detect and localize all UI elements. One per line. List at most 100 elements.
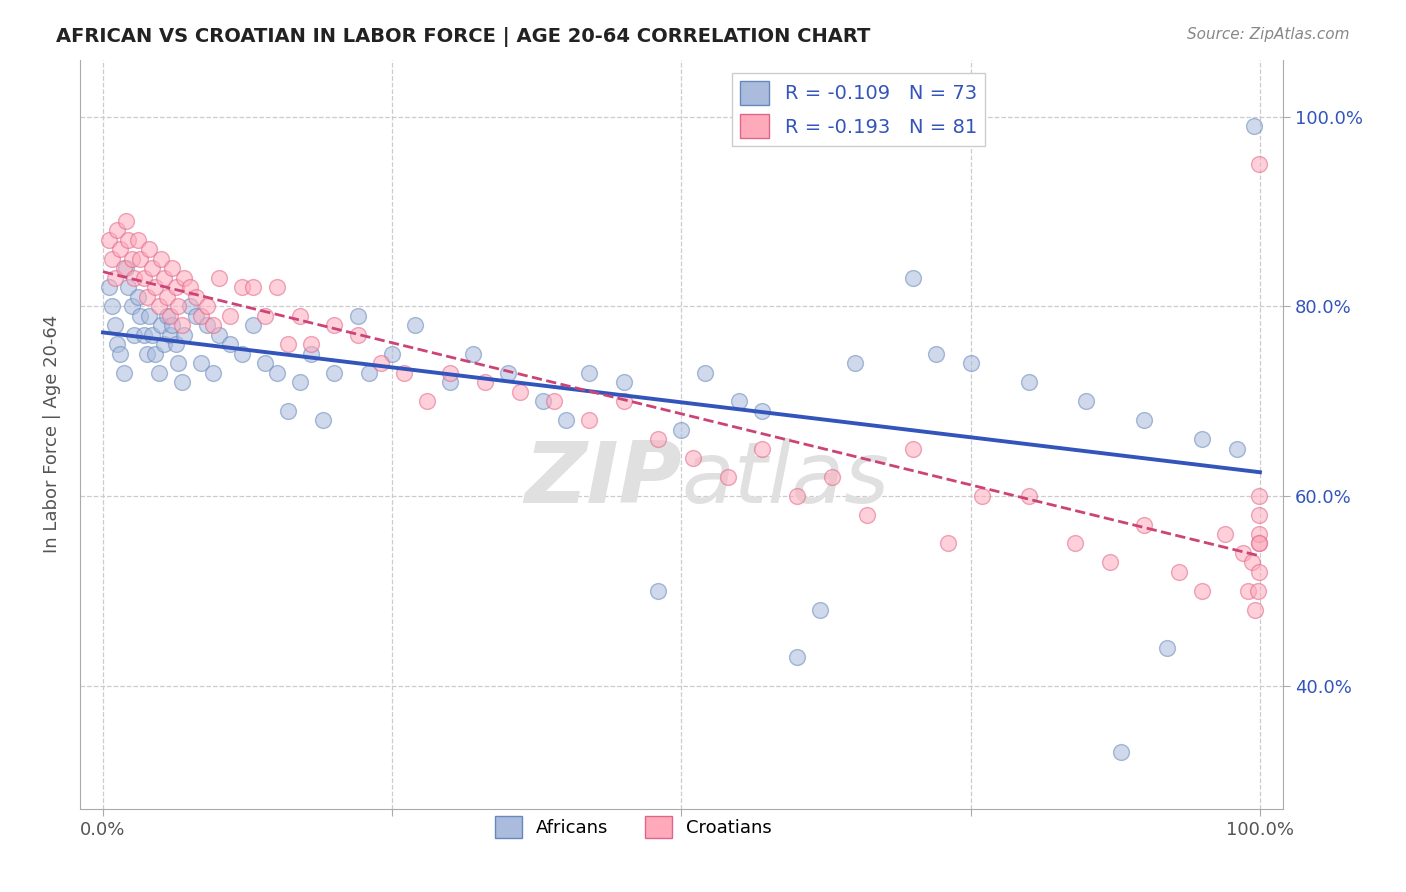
Point xyxy=(855,508,877,522)
Point xyxy=(1018,489,1040,503)
Point xyxy=(508,384,530,399)
Point xyxy=(404,318,426,333)
Point xyxy=(844,356,866,370)
Point xyxy=(312,413,335,427)
Point xyxy=(439,375,461,389)
Point xyxy=(474,375,496,389)
Text: AFRICAN VS CROATIAN IN LABOR FORCE | AGE 20-64 CORRELATION CHART: AFRICAN VS CROATIAN IN LABOR FORCE | AGE… xyxy=(56,27,870,46)
Point xyxy=(693,366,716,380)
Point xyxy=(184,290,207,304)
Point xyxy=(346,327,368,342)
Point xyxy=(129,309,152,323)
Point xyxy=(1226,442,1249,456)
Point xyxy=(242,318,264,333)
Point xyxy=(1109,745,1132,759)
Point xyxy=(959,356,981,370)
Point xyxy=(165,337,187,351)
Point xyxy=(299,337,322,351)
Point xyxy=(179,280,201,294)
Point xyxy=(231,280,253,294)
Point xyxy=(112,261,135,276)
Point xyxy=(149,252,172,266)
Point xyxy=(1247,508,1270,522)
Point xyxy=(647,583,669,598)
Point xyxy=(253,309,276,323)
Point xyxy=(1156,640,1178,655)
Point xyxy=(1247,565,1270,579)
Point xyxy=(323,318,346,333)
Point xyxy=(253,356,276,370)
Point xyxy=(323,366,346,380)
Point xyxy=(105,337,128,351)
Point xyxy=(439,366,461,380)
Point xyxy=(531,394,554,409)
Point xyxy=(141,327,163,342)
Point xyxy=(554,413,576,427)
Point xyxy=(201,318,224,333)
Text: atlas: atlas xyxy=(682,438,890,521)
Point xyxy=(101,299,124,313)
Point xyxy=(138,309,160,323)
Point xyxy=(208,327,231,342)
Point xyxy=(173,327,195,342)
Point xyxy=(149,318,172,333)
Point xyxy=(1243,119,1265,133)
Point xyxy=(1247,536,1270,550)
Point xyxy=(1191,432,1213,446)
Point xyxy=(1247,157,1270,171)
Point xyxy=(299,347,322,361)
Point xyxy=(1247,489,1270,503)
Point xyxy=(671,423,693,437)
Point xyxy=(141,261,163,276)
Point xyxy=(277,403,299,417)
Point xyxy=(1240,556,1263,570)
Point xyxy=(190,309,212,323)
Point xyxy=(901,442,924,456)
Point xyxy=(647,432,669,446)
Point xyxy=(159,309,181,323)
Point xyxy=(1191,583,1213,598)
Point xyxy=(392,366,415,380)
Point xyxy=(110,243,132,257)
Point xyxy=(1247,527,1270,541)
Point xyxy=(136,290,159,304)
Point xyxy=(121,299,143,313)
Point xyxy=(162,261,184,276)
Point xyxy=(288,375,311,389)
Point xyxy=(1063,536,1085,550)
Point xyxy=(103,270,125,285)
Point xyxy=(1076,394,1098,409)
Point xyxy=(370,356,392,370)
Point xyxy=(129,252,152,266)
Point xyxy=(190,356,212,370)
Point xyxy=(496,366,519,380)
Point xyxy=(578,413,600,427)
Point xyxy=(201,366,224,380)
Point xyxy=(277,337,299,351)
Point xyxy=(578,366,600,380)
Point xyxy=(179,299,201,313)
Point xyxy=(153,270,176,285)
Point xyxy=(1237,583,1260,598)
Point xyxy=(242,280,264,294)
Point xyxy=(613,394,636,409)
Point xyxy=(219,309,242,323)
Point xyxy=(170,318,193,333)
Point xyxy=(208,270,231,285)
Point xyxy=(231,347,253,361)
Point xyxy=(148,299,170,313)
Point xyxy=(132,270,155,285)
Point xyxy=(359,366,381,380)
Point xyxy=(751,403,773,417)
Point xyxy=(148,366,170,380)
Point xyxy=(127,233,149,247)
Point xyxy=(1168,565,1191,579)
Legend: Africans, Croatians: Africans, Croatians xyxy=(488,809,779,845)
Point xyxy=(122,270,145,285)
Point xyxy=(103,318,125,333)
Point xyxy=(786,489,808,503)
Point xyxy=(195,299,218,313)
Point xyxy=(717,470,740,484)
Point xyxy=(1133,517,1156,532)
Point xyxy=(346,309,368,323)
